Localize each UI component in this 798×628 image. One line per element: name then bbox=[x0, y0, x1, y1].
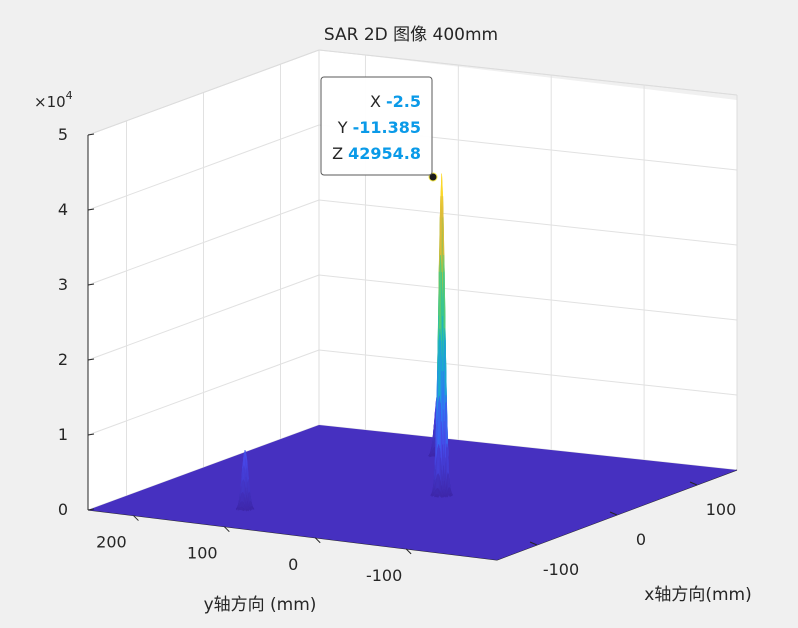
surface-patch bbox=[442, 493, 445, 498]
z-multiplier-exponent: 4 bbox=[66, 89, 73, 102]
surface-patch bbox=[247, 508, 250, 512]
datatip-y-row: Y -11.385 bbox=[337, 118, 421, 137]
y-tick-mark bbox=[314, 537, 321, 544]
surface-patch bbox=[437, 494, 440, 498]
x-tick-label: -100 bbox=[543, 560, 579, 579]
z-tick-label: 3 bbox=[58, 275, 68, 294]
y-tick-label: 0 bbox=[288, 555, 298, 574]
z-tick-label: 1 bbox=[58, 425, 68, 444]
y-tick-mark bbox=[133, 515, 139, 521]
y-tick-mark bbox=[223, 526, 230, 533]
z-tick-mark bbox=[87, 283, 95, 286]
grid-line-back-z bbox=[87, 349, 320, 436]
grid-line-back-z bbox=[87, 274, 320, 361]
z-multiplier-base: ×10 bbox=[34, 93, 66, 111]
axes-box-edge bbox=[87, 49, 320, 136]
surface-patch bbox=[448, 493, 451, 497]
surface-patch bbox=[245, 508, 248, 512]
y-tick-mark bbox=[405, 548, 412, 555]
surface-patch bbox=[444, 493, 447, 498]
z-tick-label: 4 bbox=[58, 200, 68, 219]
z-tick-mark bbox=[87, 508, 95, 511]
axes-back-plane bbox=[88, 50, 737, 560]
grid-line-side-z bbox=[318, 274, 738, 321]
x-tick-label: 0 bbox=[636, 530, 646, 549]
grid-line-back-z bbox=[87, 124, 320, 211]
x-axis-label: x轴方向(mm) bbox=[644, 585, 751, 605]
datatip-x-label: X bbox=[370, 92, 381, 111]
z-tick-label: 0 bbox=[58, 500, 68, 519]
surface-floor bbox=[88, 425, 737, 560]
surface-patch bbox=[440, 494, 444, 498]
z-tick-mark bbox=[87, 358, 95, 361]
y-tick-label: 200 bbox=[96, 533, 127, 552]
datatip-x-row: X -2.5 bbox=[370, 92, 421, 111]
chart-title: SAR 2D 图像 400mm bbox=[324, 25, 498, 45]
z-axis-multiplier: ×104 bbox=[34, 89, 73, 111]
surface-patch bbox=[242, 507, 245, 512]
y-tick-label: 100 bbox=[187, 544, 218, 563]
x-tick-mark bbox=[609, 511, 618, 516]
z-tick-label: 5 bbox=[58, 125, 68, 144]
datatip-x-value: -2.5 bbox=[386, 92, 421, 111]
grid-line-side-z bbox=[318, 349, 738, 396]
surface-mesh bbox=[88, 173, 737, 560]
datatip-z-row: Z 42954.8 bbox=[332, 144, 421, 163]
datatip[interactable]: X -2.5 Y -11.385 Z 42954.8 bbox=[320, 76, 433, 176]
surface-patch bbox=[249, 507, 252, 512]
y-tick-label: -100 bbox=[366, 566, 402, 585]
grid-line-side-z bbox=[318, 199, 738, 246]
y-axis-label: y轴方向 (mm) bbox=[204, 595, 317, 615]
datatip-y-label: Y bbox=[337, 118, 348, 137]
surface-patch bbox=[445, 494, 448, 498]
x-tick-mark bbox=[689, 481, 698, 486]
tick-labels: 0 1 2 3 4 5 200 100 0 -100 -100 0 100 bbox=[58, 125, 736, 585]
grid-line-back-z bbox=[87, 199, 320, 286]
datatip-box bbox=[320, 76, 433, 176]
datatip-y-value: -11.385 bbox=[353, 118, 421, 137]
x-tick-label: 100 bbox=[706, 500, 737, 519]
z-tick-mark bbox=[87, 133, 95, 136]
z-tick-mark bbox=[87, 433, 95, 436]
datatip-z-value: 42954.8 bbox=[348, 144, 421, 163]
z-tick-mark bbox=[87, 208, 95, 211]
datatip-z-label: Z bbox=[332, 144, 343, 163]
axes-box-edge bbox=[318, 49, 738, 96]
z-tick-label: 2 bbox=[58, 350, 68, 369]
x-tick-mark bbox=[529, 541, 538, 546]
